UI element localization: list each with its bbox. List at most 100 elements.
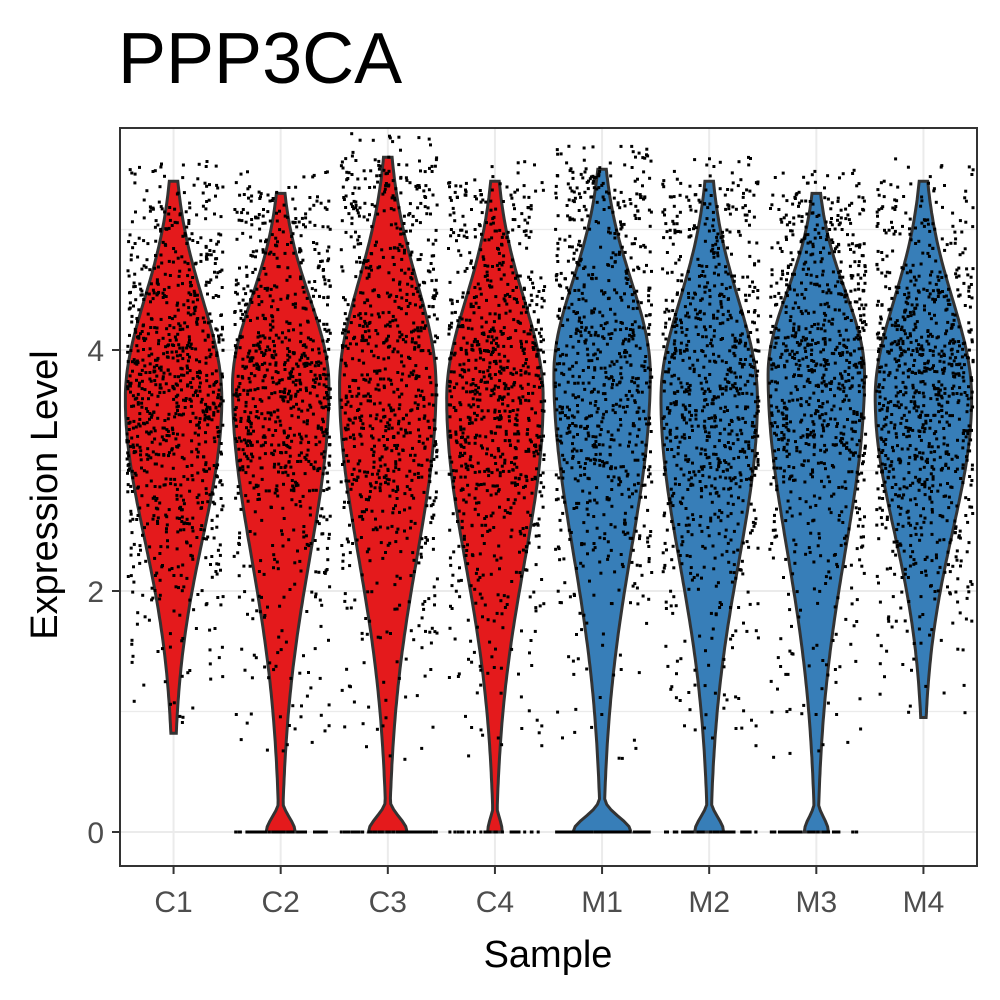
data-point (531, 391, 535, 395)
data-point (577, 339, 581, 343)
data-point (524, 358, 528, 361)
data-point (582, 542, 586, 546)
data-point (304, 457, 308, 461)
data-point (238, 536, 241, 540)
data-point (260, 595, 263, 599)
data-point (477, 483, 481, 487)
data-point (529, 230, 533, 234)
data-point (478, 470, 482, 474)
data-point (556, 241, 560, 245)
data-point (485, 270, 489, 274)
data-point (556, 497, 560, 501)
data-point (351, 150, 355, 154)
data-point (650, 571, 654, 574)
data-point (601, 181, 605, 185)
data-point (244, 494, 248, 498)
data-point (738, 387, 742, 391)
data-point (306, 336, 310, 340)
data-point (407, 421, 411, 425)
data-point (180, 388, 183, 392)
data-point (665, 436, 669, 440)
data-point (421, 320, 425, 324)
data-point (352, 478, 356, 482)
data-point (343, 500, 346, 504)
data-point (488, 361, 492, 365)
data-point (539, 481, 543, 485)
data-point (614, 228, 618, 232)
data-point (392, 263, 396, 266)
data-point (600, 420, 604, 424)
data-point (391, 194, 395, 198)
data-point (399, 176, 403, 180)
data-point (668, 497, 672, 501)
data-point (677, 483, 681, 486)
data-point (353, 598, 357, 602)
data-point (502, 326, 506, 330)
data-point (346, 303, 350, 307)
data-point (474, 358, 478, 362)
data-point (575, 501, 579, 505)
violins (123, 155, 974, 834)
data-point (342, 296, 345, 300)
data-point (740, 726, 744, 730)
data-point (556, 347, 560, 351)
data-point (221, 348, 225, 352)
data-point (309, 542, 313, 545)
data-point (211, 296, 215, 300)
data-point (131, 394, 135, 398)
data-point (467, 657, 470, 661)
data-point (515, 300, 519, 304)
data-point (198, 360, 202, 364)
data-point (215, 275, 219, 279)
data-point (190, 474, 194, 478)
data-point (327, 463, 331, 467)
data-point (261, 221, 265, 225)
data-point (235, 338, 239, 342)
data-point (159, 229, 163, 233)
data-point (164, 530, 168, 534)
data-point (165, 350, 169, 354)
data-point (519, 532, 523, 536)
data-point (504, 429, 508, 433)
data-point (671, 299, 675, 303)
data-point (593, 352, 597, 356)
data-point (277, 443, 281, 447)
data-point (281, 471, 285, 475)
data-point (352, 445, 356, 448)
data-point (387, 377, 391, 381)
data-point (132, 451, 136, 455)
data-point (717, 532, 721, 536)
data-point (205, 200, 209, 203)
data-point (195, 213, 199, 217)
data-point (236, 282, 240, 286)
data-point (392, 469, 396, 473)
data-point (613, 525, 617, 529)
data-point (378, 164, 382, 168)
data-point (604, 410, 608, 414)
data-point (294, 503, 298, 507)
data-point (369, 264, 373, 268)
data-point (506, 230, 510, 234)
data-point (498, 379, 502, 383)
data-point (486, 618, 490, 622)
data-point (502, 515, 506, 519)
data-point (448, 415, 452, 419)
data-point (387, 334, 390, 338)
data-point (243, 452, 246, 456)
data-point (473, 830, 476, 834)
data-point (486, 467, 490, 471)
data-point (433, 630, 437, 634)
data-point (359, 495, 363, 499)
data-point (248, 349, 252, 353)
data-point (430, 515, 434, 519)
data-point (707, 534, 711, 538)
data-point (301, 830, 305, 834)
data-point (580, 291, 584, 295)
data-point (670, 558, 674, 562)
data-point (611, 382, 614, 386)
data-point (128, 384, 132, 388)
data-point (662, 443, 666, 447)
data-point (289, 676, 293, 680)
data-point (498, 182, 502, 186)
data-point (139, 453, 142, 457)
